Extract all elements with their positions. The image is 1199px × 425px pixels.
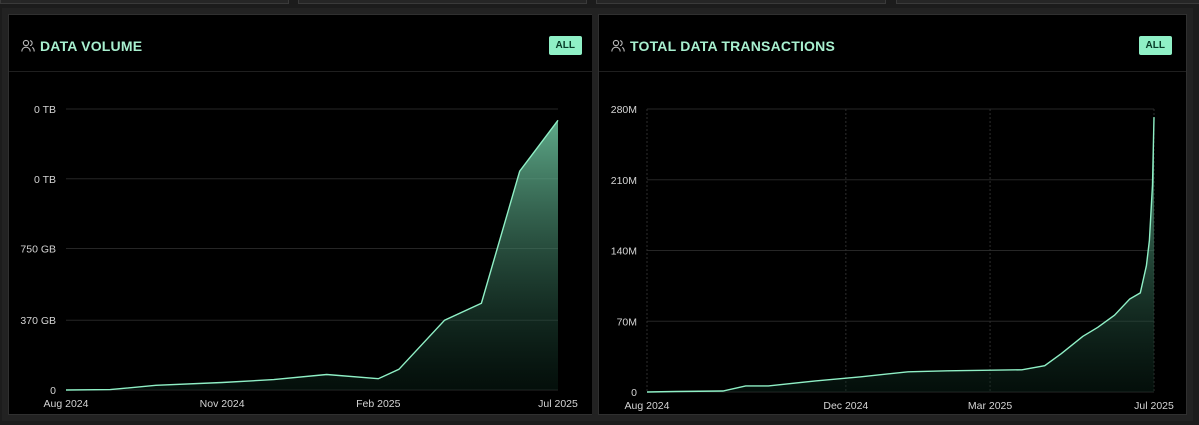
panel-title: TOTAL DATA TRANSACTIONS <box>630 38 835 54</box>
x-tick-label: Mar 2025 <box>968 400 1013 412</box>
x-tick-label: Feb 2025 <box>356 398 401 410</box>
y-tick-label: 750 GB <box>20 244 56 256</box>
y-tick-label: 70M <box>617 316 637 328</box>
all-range-button[interactable]: ALL <box>1138 36 1172 55</box>
y-tick-label: 0 <box>631 387 637 399</box>
panel-header: DATA VOLUME ALL <box>9 15 596 72</box>
y-tick-label: 280M <box>611 104 637 116</box>
panel-title: DATA VOLUME <box>40 38 143 54</box>
top-panel-stub-3 <box>596 0 886 4</box>
data-volume-panel: DATA VOLUME ALL 0 370 GB 750 GB 0 TB 0 TB Aug… <box>2 8 603 421</box>
y-tick-label: 0 TB <box>34 174 56 186</box>
x-tick-label: Jul 2025 <box>1134 400 1174 412</box>
series-area <box>66 120 558 391</box>
y-tick-label: 210M <box>611 175 637 187</box>
series-area <box>647 117 1154 392</box>
x-tick-label: Aug 2024 <box>44 398 89 410</box>
users-icon <box>611 39 625 52</box>
x-tick-label: Nov 2024 <box>200 398 245 410</box>
series-line <box>646 117 1155 393</box>
panel-header: TOTAL DATA TRANSACTIONS ALL <box>599 15 1186 72</box>
users-icon <box>21 39 35 52</box>
data-volume-chart: 0 370 GB 750 GB 0 TB 0 TB Aug 2024 Nov 2024 Feb… <box>20 104 578 410</box>
all-range-button[interactable]: ALL <box>548 36 582 55</box>
x-tick-label: Dec 2024 <box>823 400 868 412</box>
y-tick-label: 0 TB <box>34 104 56 116</box>
y-tick-label: 370 GB <box>20 315 56 327</box>
top-panel-stub-4 <box>896 0 1199 4</box>
x-tick-label: Aug 2024 <box>625 400 670 412</box>
total-data-transactions-panel: TOTAL DATA TRANSACTIONS ALL 0 70M 140M 210M… <box>592 8 1193 421</box>
total-data-transactions-chart: 0 70M 140M 210M 280M Aug 2024 Dec 2024 Mar 2025… <box>611 104 1174 412</box>
top-panel-stub-2 <box>298 0 587 4</box>
y-tick-label: 0 <box>50 385 56 397</box>
top-panel-stub-1 <box>0 0 289 4</box>
series-line <box>65 119 559 391</box>
x-tick-label: Jul 2025 <box>538 398 578 410</box>
y-tick-label: 140M <box>611 246 637 258</box>
